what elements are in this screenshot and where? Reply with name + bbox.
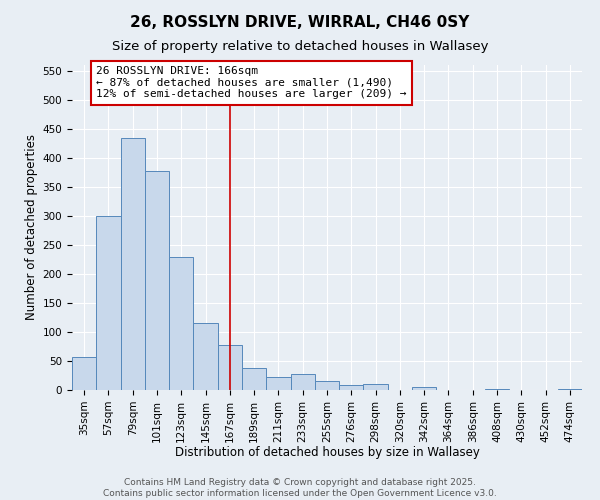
Bar: [412, 387, 436, 390]
Bar: [193, 324, 218, 390]
Bar: [315, 380, 339, 390]
Bar: [339, 385, 364, 390]
Text: 26 ROSSLYN DRIVE: 166sqm
← 87% of detached houses are smaller (1,490)
12% of sem: 26 ROSSLYN DRIVE: 166sqm ← 87% of detach…: [96, 66, 407, 100]
Text: Size of property relative to detached houses in Wallasey: Size of property relative to detached ho…: [112, 40, 488, 53]
X-axis label: Distribution of detached houses by size in Wallasey: Distribution of detached houses by size …: [175, 446, 479, 459]
Bar: [145, 170, 169, 390]
Bar: [364, 384, 388, 390]
Bar: [485, 389, 509, 390]
Bar: [121, 138, 145, 390]
Text: 26, ROSSLYN DRIVE, WIRRAL, CH46 0SY: 26, ROSSLYN DRIVE, WIRRAL, CH46 0SY: [130, 15, 470, 30]
Bar: [96, 216, 121, 390]
Bar: [266, 377, 290, 390]
Bar: [169, 256, 193, 390]
Bar: [290, 374, 315, 390]
Bar: [72, 357, 96, 390]
Bar: [218, 344, 242, 390]
Bar: [242, 368, 266, 390]
Y-axis label: Number of detached properties: Number of detached properties: [25, 134, 38, 320]
Text: Contains HM Land Registry data © Crown copyright and database right 2025.
Contai: Contains HM Land Registry data © Crown c…: [103, 478, 497, 498]
